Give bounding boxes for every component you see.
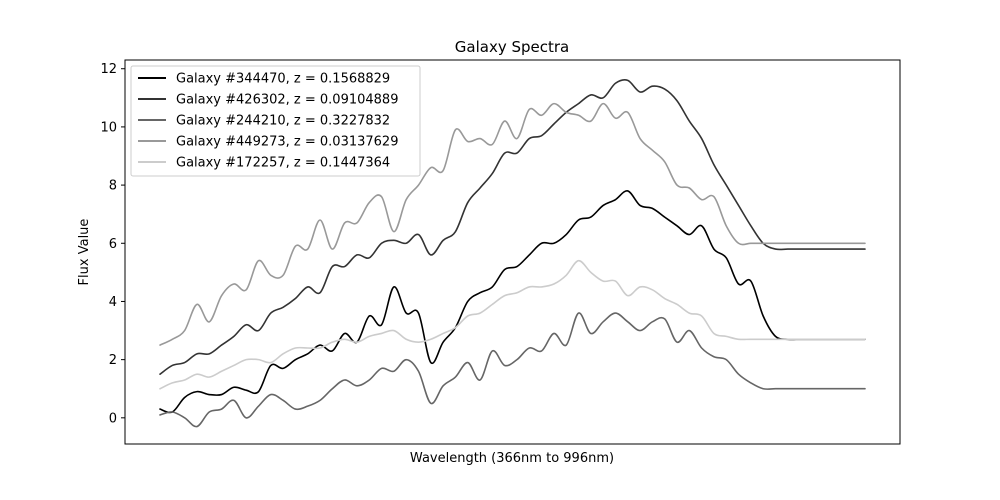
x-axis-label: Wavelength (366nm to 996nm) [410,451,614,466]
y-tick-label: 4 [109,295,117,310]
legend-box [130,65,421,177]
plot-frame [124,59,901,445]
legend-label-1: Galaxy #344470, z = 0.1568829 [176,72,390,87]
legend-label-5: Galaxy #172257, z = 0.1447364 [176,156,390,171]
chart-title: Galaxy Spectra [455,38,569,56]
series-line-1 [159,190,866,414]
y-tick-label: 12 [100,62,117,77]
y-tick-label: 10 [100,120,117,135]
y-tick-label: 2 [109,353,117,368]
legend-label-3: Galaxy #244210, z = 0.3227832 [176,114,390,129]
y-axis-label: Flux Value [77,219,92,286]
y-tick-label: 8 [109,179,117,194]
y-tick-label: 6 [109,237,117,252]
y-tick-label: 0 [109,411,117,426]
legend-label-2: Galaxy #426302, z = 0.09104889 [176,93,398,108]
y-axis-ticks: 0 2 4 6 8 10 12 [100,62,125,426]
series-line-3 [159,312,866,428]
series-line-5 [159,259,866,390]
series-line-4 [159,102,866,346]
legend-label-4: Galaxy #449273, z = 0.03137629 [176,135,398,150]
series-lines [159,78,866,428]
plot-area [124,59,901,445]
legend: Galaxy #344470, z = 0.1568829 Galaxy #426… [130,65,421,177]
series-line-2 [159,78,866,375]
